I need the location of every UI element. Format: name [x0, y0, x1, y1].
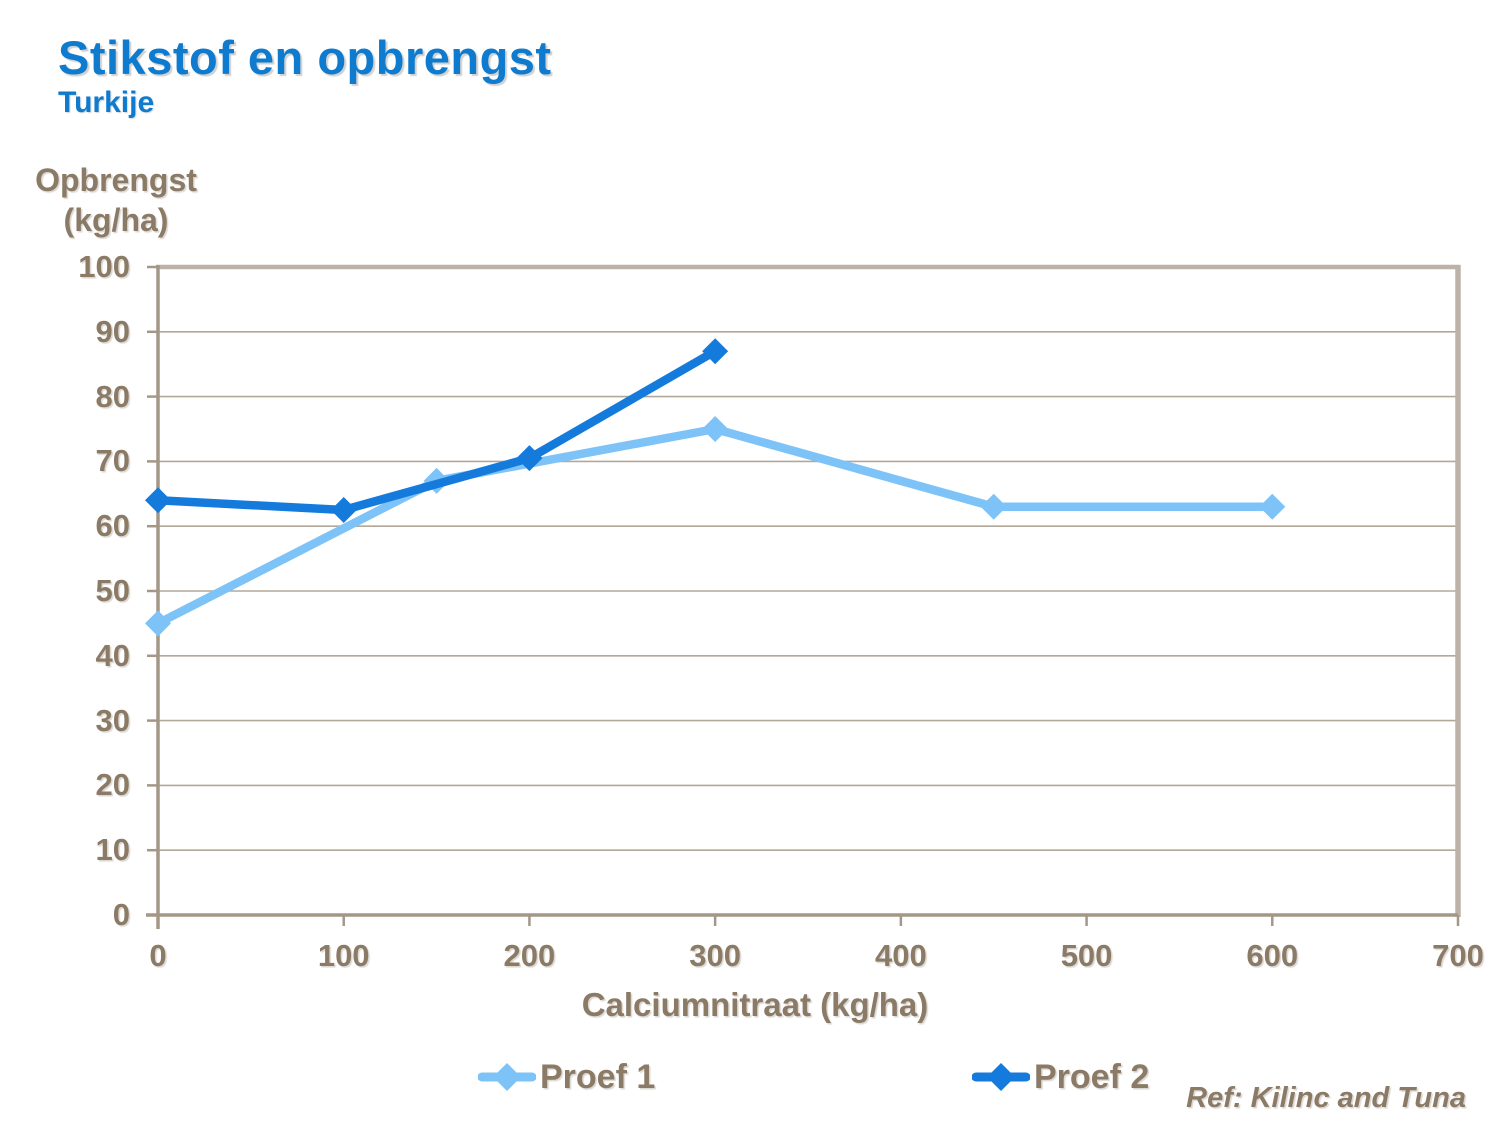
y-tick-label-40: 40: [95, 637, 130, 673]
y-tick-label-100: 100: [78, 249, 130, 284]
y-tick-label-20: 20: [95, 767, 130, 803]
legend-item-proef-2: Proef 2: [972, 1050, 1149, 1104]
x-tick-label-0: 0: [149, 938, 167, 973]
y-axis-title-line1: Opbrengst: [35, 162, 197, 198]
legend-marker-proef-2-icon: [972, 1063, 1030, 1091]
x-tick-label-700: 700: [1432, 938, 1484, 973]
y-tick-label-60: 60: [95, 508, 130, 544]
line-chart-plot: [145, 264, 1461, 929]
series-line-proef-2: [153, 346, 720, 515]
marker-proef-2-x200: [516, 445, 543, 472]
y-tick-label-50: 50: [95, 573, 130, 608]
y-axis-title-line2: (kg/ha): [63, 202, 169, 238]
legend-label-proef-2: Proef 2: [1034, 1057, 1150, 1096]
legend-marker-proef-1-icon: [478, 1063, 536, 1091]
x-tick-label-400: 400: [874, 938, 927, 973]
y-tick-label-30: 30: [95, 702, 130, 738]
y-axis-title: Opbrengst (kg/ha): [16, 160, 216, 240]
marker-proef-1-x0: [145, 610, 171, 637]
x-tick-label-300: 300: [689, 938, 741, 973]
x-tick-label-500: 500: [1060, 938, 1113, 973]
y-tick-label-90: 90: [95, 313, 130, 349]
marker-proef-1-x300: [702, 416, 729, 442]
y-tick-label-10: 10: [95, 832, 130, 868]
x-tick-label-600: 600: [1246, 938, 1299, 973]
x-tick-label-200: 200: [503, 938, 556, 973]
y-tick-label-80: 80: [95, 378, 130, 414]
legend-item-proef-1: Proef 1: [478, 1050, 655, 1104]
y-tick-label-70: 70: [95, 443, 130, 479]
y-tick-label-0: 0: [112, 897, 130, 932]
marker-proef-1-x450: [980, 493, 1007, 520]
x-tick-label-100: 100: [317, 938, 370, 973]
chart-subtitle: Turkije: [58, 86, 155, 119]
marker-proef-2-x0: [145, 487, 171, 514]
chart-title: Stikstof en opbrengst: [58, 31, 552, 84]
marker-proef-1-x600: [1259, 493, 1286, 520]
x-axis-title: Calciumnitraat (kg/ha): [581, 986, 929, 1023]
legend-label-proef-1: Proef 1: [540, 1057, 656, 1096]
marker-proef-2-x100: [330, 497, 357, 523]
marker-proef-2-x300: [702, 338, 729, 365]
reference-text: Ref: Kilinc and Tuna: [1186, 1082, 1466, 1114]
